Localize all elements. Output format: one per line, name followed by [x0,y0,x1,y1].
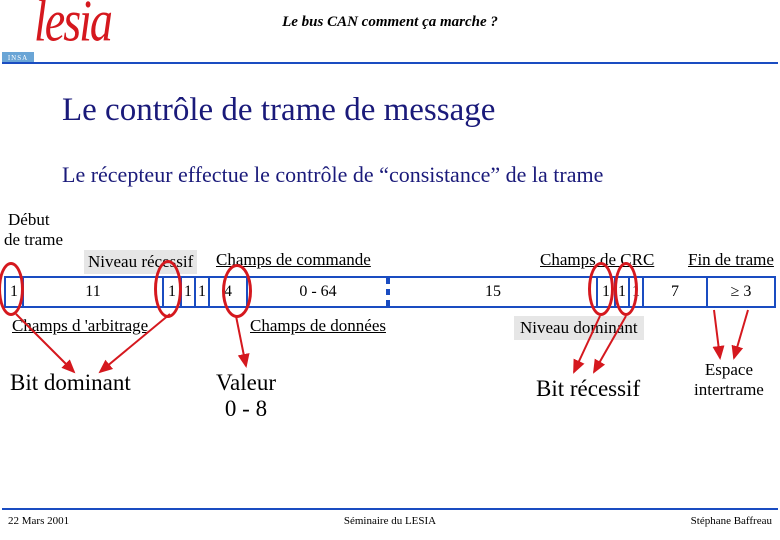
footer: 22 Mars 2001 Séminaire du LESIA Stéphane… [2,508,778,530]
header-title: Le bus CAN comment ça marche ? [282,14,498,31]
seg-rtr: 1 [164,278,182,306]
seg-sof: 1 [6,278,24,306]
label-fin-trame: Fin de trame [688,250,774,270]
seg-crc: 15 [388,278,598,306]
label-champs-crc: Champs de CRC [540,250,654,270]
seg-arbitration: 11 [24,278,164,306]
page-title: Le contrôle de trame de message [62,92,495,129]
seg-data: 0 - 64 [248,278,388,306]
seg-ack: 1 [616,278,630,306]
label-niveau-dominant: Niveau dominant [514,316,644,340]
footer-author: Stéphane Baffreau [691,515,772,527]
seg-intertrame: ≥ 3 [708,278,774,306]
label-champs-arbitrage: Champs d 'arbitrage [12,316,148,336]
label-champs-commande: Champs de commande [216,250,371,270]
seg-ack-delim: 1 [630,278,644,306]
seg-r0: 1 [196,278,210,306]
seg-eof: 7 [644,278,708,306]
seg-ide: 1 [182,278,196,306]
page-subtitle: Le récepteur effectue le contrôle de “co… [62,162,603,188]
label-niveau-recessif: Niveau récessif [84,250,197,274]
header: lesia INSA Le bus CAN comment ça marche … [0,0,780,62]
seg-dlc: 4 [210,278,248,306]
footer-date: 22 Mars 2001 [8,515,69,527]
header-rule [2,62,778,64]
label-debut-2: de trame [4,230,63,250]
label-bit-recessif: Bit récessif [536,376,640,402]
can-frame-diagram: 1 11 1 1 1 4 0 - 64 15 1 1 1 7 ≥ 3 [4,276,776,308]
label-bit-dominant: Bit dominant [10,370,131,396]
label-valeur: Valeur 0 - 8 [216,370,276,422]
logo: lesia [34,0,111,55]
seg-crc-delim: 1 [598,278,616,306]
label-champs-donnees: Champs de données [250,316,386,336]
footer-seminar: Séminaire du LESIA [344,515,436,527]
label-espace-intertrame: Espace intertrame [694,360,764,400]
label-debut-1: Début [8,210,50,230]
